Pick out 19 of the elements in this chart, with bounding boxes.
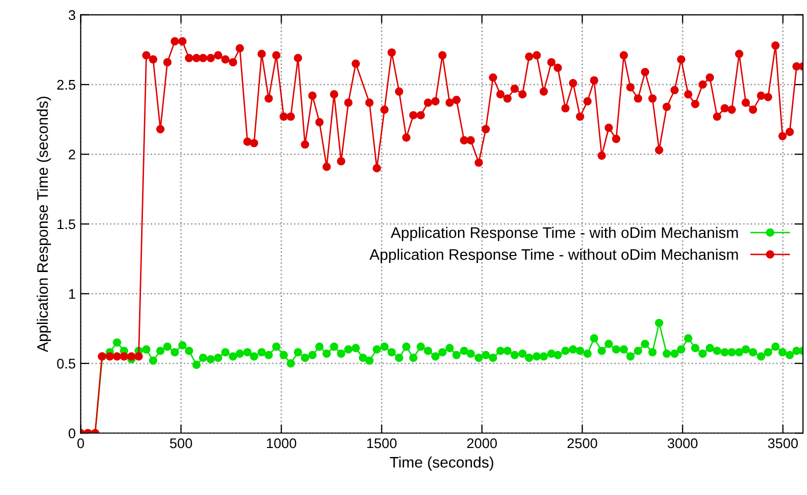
x-tick-label: 1000 — [266, 438, 296, 448]
x-tick-label: 3000 — [668, 438, 698, 448]
y-tick-label: 3 — [68, 10, 76, 20]
x-tick-label: 0 — [77, 438, 84, 448]
x-axis-title: Time (seconds) — [390, 456, 494, 471]
legend-label: Application Response Time - with oDim Mechanism — [390, 226, 738, 242]
x-tick-label: 2000 — [467, 438, 497, 448]
y-tick-label: 2.5 — [57, 80, 76, 90]
y-tick-label: 1.5 — [58, 219, 76, 230]
y-tick-label: 0 — [68, 428, 76, 438]
y-tick-label: 1 — [69, 289, 76, 299]
legend-label: Application Response Time - without oDim Mechanism — [369, 248, 738, 263]
y-axis-title: Application Response Time (seconds) — [36, 96, 51, 352]
x-tick-label: 3500 — [768, 438, 798, 448]
x-tick-label: 1500 — [367, 438, 397, 448]
x-tick-label: 500 — [170, 438, 192, 448]
y-tick-label: 2 — [68, 150, 76, 160]
x-tick-label: 2500 — [568, 438, 598, 448]
y-tick-label: 0.5 — [57, 358, 76, 369]
